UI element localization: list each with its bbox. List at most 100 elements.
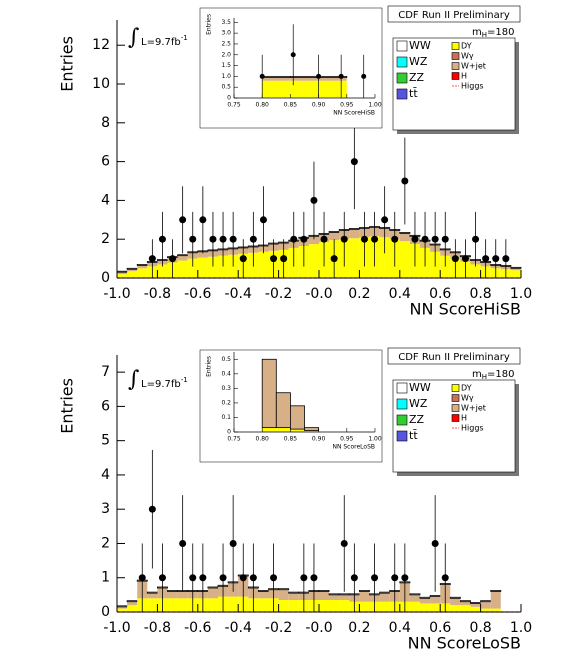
title: CDF Run II Preliminary xyxy=(398,10,510,21)
hist-bar xyxy=(146,591,158,594)
hist-bar xyxy=(258,251,269,278)
legend-swatch xyxy=(451,52,460,60)
legend-label: ZZ xyxy=(409,71,425,84)
inset-bar xyxy=(275,392,291,429)
y-tick-label: 3 xyxy=(101,501,110,517)
lumi-text: L=9.7fb xyxy=(141,37,181,48)
x-tick-label: 1.0 xyxy=(510,286,532,302)
x-tick-label: -0.4 xyxy=(225,286,252,302)
mass-rest: =180 xyxy=(487,27,514,38)
hist-bar xyxy=(117,606,128,609)
inset-y-tick-label: 0.2 xyxy=(221,399,231,406)
hist-bar xyxy=(329,232,340,241)
legend-label: DY xyxy=(461,42,472,51)
legend-label: Higgs xyxy=(461,424,484,433)
mass-label: mH=180 xyxy=(472,369,514,381)
y-tick-label: 0 xyxy=(101,604,110,620)
hist-bar xyxy=(450,605,461,612)
hist-bar xyxy=(470,606,481,612)
hist-bar xyxy=(470,602,482,604)
hist-bar xyxy=(379,237,390,278)
hist-bar xyxy=(177,591,188,599)
legend-swatch xyxy=(396,40,408,52)
hist-bar xyxy=(358,590,370,592)
legend-swatch xyxy=(396,398,408,410)
lumi-label: L=9.7fb-1 xyxy=(141,34,188,48)
hist-bar xyxy=(228,596,239,612)
legend-label: WW xyxy=(409,39,431,52)
mass-sub: H xyxy=(482,31,487,39)
data-point xyxy=(431,235,439,243)
data-point xyxy=(179,216,187,224)
x-tick-label: -0.6 xyxy=(184,286,211,302)
legend-label: ZZ xyxy=(409,413,425,426)
data-point xyxy=(199,216,207,224)
hist-bar xyxy=(329,594,340,601)
legend-swatch xyxy=(451,42,460,50)
data-point xyxy=(249,574,257,582)
hist-bar xyxy=(127,601,138,606)
hist-bar xyxy=(319,591,330,601)
hist-bar xyxy=(177,255,188,261)
mass-m: m xyxy=(472,27,482,38)
hist-bar xyxy=(147,593,158,599)
inset-x-tick-label: 0.90 xyxy=(312,436,326,443)
x-tick-label: -0.0 xyxy=(305,620,332,636)
hist-bar xyxy=(409,594,420,602)
hist-bar xyxy=(420,598,431,604)
hist-bar xyxy=(349,238,360,278)
data-point xyxy=(300,235,308,243)
legend-swatch xyxy=(396,56,408,68)
hist-bar xyxy=(207,598,218,612)
title: CDF Run II Preliminary xyxy=(398,352,510,363)
legend-label: Wγ xyxy=(461,394,474,403)
legend-swatch xyxy=(451,72,460,80)
legend-swatch xyxy=(451,62,460,70)
hist-bar xyxy=(127,271,138,278)
data-point xyxy=(502,255,510,263)
data-point xyxy=(492,255,500,263)
inset-y-tick-label: 1.5 xyxy=(221,62,231,69)
inset-data-point xyxy=(338,73,344,79)
inset-x-label: NN ScoreLoSB xyxy=(332,444,375,451)
hist-bar xyxy=(459,600,471,603)
data-point xyxy=(360,235,368,243)
y-tick-label: 6 xyxy=(101,398,110,414)
hist-bar xyxy=(329,600,340,612)
inset-x-tick-label: 0.90 xyxy=(312,102,326,109)
y-tick-label: 5 xyxy=(101,433,110,449)
hist-bar xyxy=(399,233,410,242)
hist-bar xyxy=(126,267,138,270)
hist-bar xyxy=(449,596,461,599)
hist-bar xyxy=(328,231,340,233)
hist-bar xyxy=(440,255,451,278)
data-point xyxy=(219,574,227,582)
hist-bar xyxy=(117,608,128,612)
inset-data-point xyxy=(290,52,296,58)
x-axis-label: NN ScoreHiSB xyxy=(410,300,521,319)
inset-data-point xyxy=(361,73,367,79)
hist-bar xyxy=(339,594,350,601)
hist-bar xyxy=(318,590,330,592)
data-point xyxy=(371,574,379,582)
data-point xyxy=(401,574,409,582)
hist-bar xyxy=(278,588,290,591)
hist-bar xyxy=(450,598,461,606)
x-tick-label: -0.2 xyxy=(265,620,292,636)
inset-bar xyxy=(262,77,291,81)
inset-bar xyxy=(261,75,291,78)
lumi-exponent: -1 xyxy=(181,34,188,42)
integral-sign: ∫ xyxy=(128,25,140,50)
title-box xyxy=(387,5,521,23)
legend-swatch xyxy=(396,430,408,442)
inset-x-tick-label: 0.75 xyxy=(227,102,241,109)
data-point xyxy=(259,216,267,224)
hist-bar xyxy=(258,591,269,599)
hist-bar xyxy=(167,591,178,599)
x-tick-label: -0.8 xyxy=(144,620,171,636)
lumi-text: L=9.7fb xyxy=(141,379,181,390)
data-point xyxy=(199,574,207,582)
legend-swatch xyxy=(396,88,408,100)
data-point xyxy=(219,235,227,243)
